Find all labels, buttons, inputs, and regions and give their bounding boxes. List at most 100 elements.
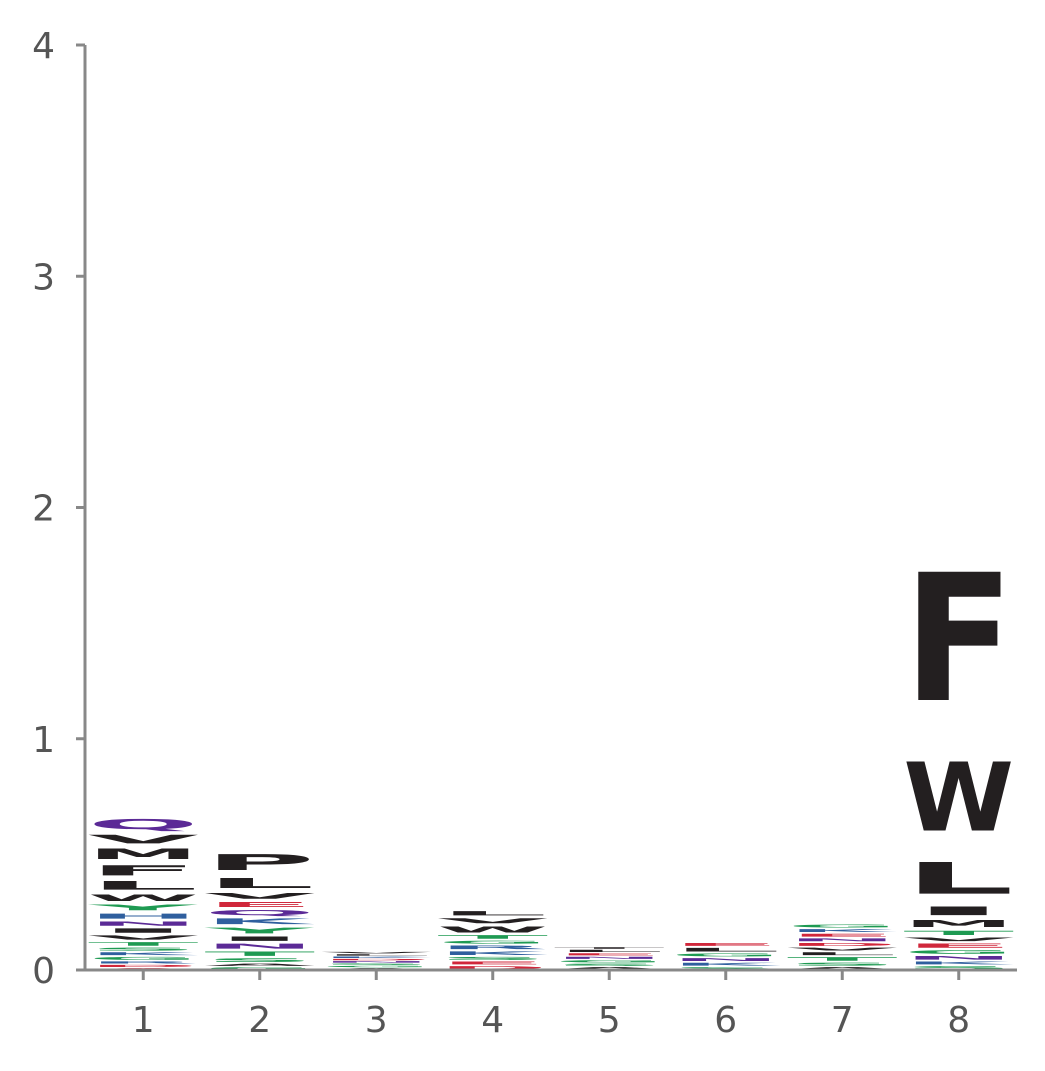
- x-tick-label: 3: [365, 1000, 388, 1041]
- logo-letter-pos8-E: E: [903, 942, 1014, 949]
- logo-letter: N: [670, 957, 781, 962]
- x-ticks: 1 2 3 4 5 6 7 8: [132, 970, 970, 1041]
- logo-letter-pos7-N: N: [787, 938, 898, 943]
- y-tick-label: 1: [32, 720, 55, 761]
- logo-letter-pos7-E: E: [787, 933, 898, 938]
- y-ticks: 0 1 2 3 4: [32, 26, 85, 992]
- logo-letter: D: [88, 964, 199, 967]
- logo-letter-pos6-K: K: [670, 962, 780, 967]
- logo-letter: T: [437, 934, 548, 940]
- logo-letter-pos7-A: A: [787, 967, 898, 970]
- x-tick-label: 8: [947, 1000, 970, 1041]
- logo-letter: Y: [203, 926, 315, 935]
- logo-letter: L: [903, 853, 1014, 903]
- logo-letter: T: [787, 956, 898, 962]
- logo-letter-pos2-G: G: [204, 967, 315, 970]
- logo-letter-pos1-Y: Y: [87, 903, 199, 912]
- logo-letter-pos2-L: L: [204, 875, 315, 891]
- logo-letter-pos3-D: D: [321, 958, 432, 960]
- logo-letter: K: [204, 917, 314, 926]
- logo-letter-pos3-N: N: [321, 961, 432, 963]
- logo-letter: S: [903, 965, 1014, 970]
- logo-letter: I: [903, 904, 1014, 918]
- logo-letter: N: [787, 938, 898, 943]
- logo-letter: E: [670, 942, 781, 947]
- logo-letter: S: [321, 963, 432, 965]
- logo-letter-pos8-W: W: [903, 743, 1014, 854]
- x-tick-label: 4: [481, 1000, 504, 1041]
- y-tick-label: 2: [32, 489, 55, 530]
- logo-letter-pos8-L: L: [903, 853, 1014, 903]
- logo-letter-pos5-T: T: [554, 947, 665, 949]
- logo-letter-pos1-M: M: [88, 846, 199, 862]
- logo-letter-pos1-K: K: [88, 951, 198, 956]
- logo-letter: S: [437, 956, 548, 961]
- logo-letter: M: [88, 846, 199, 862]
- logo-letter: T: [554, 947, 665, 949]
- logo-letter: F: [88, 863, 199, 879]
- logo-letter: G: [903, 949, 1014, 955]
- logo-letter-pos2-Y: Y: [203, 926, 315, 935]
- logo-letter-pos1-D: D: [88, 964, 199, 967]
- logo-letter-pos5-N: N: [554, 956, 665, 959]
- logo-letter: N: [321, 961, 432, 963]
- logo-letter-pos2-P: P: [204, 850, 315, 875]
- logo-letter-pos8-F: F: [903, 537, 1014, 742]
- logo-letter: T: [903, 930, 1014, 937]
- logo-letter-pos3-L: L: [321, 954, 432, 956]
- logo-letter: I: [88, 927, 199, 934]
- logo-letter: S: [204, 957, 315, 963]
- logo-letter: K: [321, 956, 431, 958]
- logo-letter: S: [554, 963, 665, 966]
- logo-letter: V: [88, 832, 199, 846]
- logo-letter: M: [903, 918, 1014, 930]
- logo-letter-pos7-V: V: [787, 947, 898, 952]
- logo-letter-pos8-M: M: [903, 918, 1014, 930]
- logo-letter: N: [903, 955, 1014, 961]
- logo-letter-pos7-L: L: [787, 952, 898, 957]
- logo-letter: L: [554, 949, 665, 952]
- logo-letter-pos1-T: T: [88, 941, 199, 947]
- logo-letter: L: [787, 952, 898, 957]
- logo-letter-pos1-H: H: [88, 912, 199, 920]
- logo-letter-pos8-S: S: [903, 965, 1014, 970]
- logo-letter: T: [204, 950, 315, 957]
- logo-letter-pos4-S: S: [437, 956, 548, 961]
- logo-letter: G: [437, 940, 548, 945]
- logo-letter: L: [321, 954, 432, 956]
- logo-letter-pos2-Q: Q: [204, 909, 315, 917]
- logo-letter-pos8-G: G: [903, 949, 1014, 955]
- logo-letter: E: [787, 933, 898, 938]
- logo-letter-pos8-N: N: [903, 955, 1014, 961]
- logo-letter: V: [787, 947, 898, 952]
- logo-letter-pos2-N: N: [204, 942, 315, 950]
- logo-letter: N: [88, 920, 199, 927]
- logo-letter-pos4-D: D: [437, 965, 548, 970]
- logo-letter: G: [88, 956, 199, 961]
- logo-letter-pos4-L: L: [437, 910, 548, 917]
- logo-letter-pos1-I: I: [88, 927, 199, 934]
- logo-letter-pos6-S: S: [670, 967, 781, 970]
- logo-letter: H: [88, 912, 199, 920]
- logo-letter: G: [321, 965, 432, 967]
- logo-letter-pos3-V: V: [321, 952, 432, 954]
- logo-letter: W: [903, 743, 1014, 854]
- logo-letter: L: [204, 875, 315, 891]
- logo-letter: L: [437, 910, 548, 917]
- logo-letter: L: [88, 879, 199, 893]
- logo-letter-pos7-T: T: [787, 956, 898, 962]
- logo-letter-pos1-N: N: [88, 920, 199, 927]
- logo-letter: V: [903, 936, 1014, 942]
- logo-letter: V: [88, 934, 199, 941]
- logo-letter: R: [88, 961, 199, 964]
- x-tick-label: 5: [598, 1000, 621, 1041]
- logo-letter: Q: [204, 909, 315, 917]
- logo-letter: G: [787, 924, 898, 929]
- logo-letter-pos2-S: S: [204, 957, 315, 963]
- logo-letter-pos4-R: R: [437, 945, 548, 951]
- logo-letter: S: [88, 947, 199, 952]
- logo-letter: D: [321, 958, 432, 960]
- logo-letter-pos1-F: F: [88, 863, 199, 879]
- logo-letter: R: [437, 945, 548, 951]
- logo-letter: K: [903, 961, 1013, 966]
